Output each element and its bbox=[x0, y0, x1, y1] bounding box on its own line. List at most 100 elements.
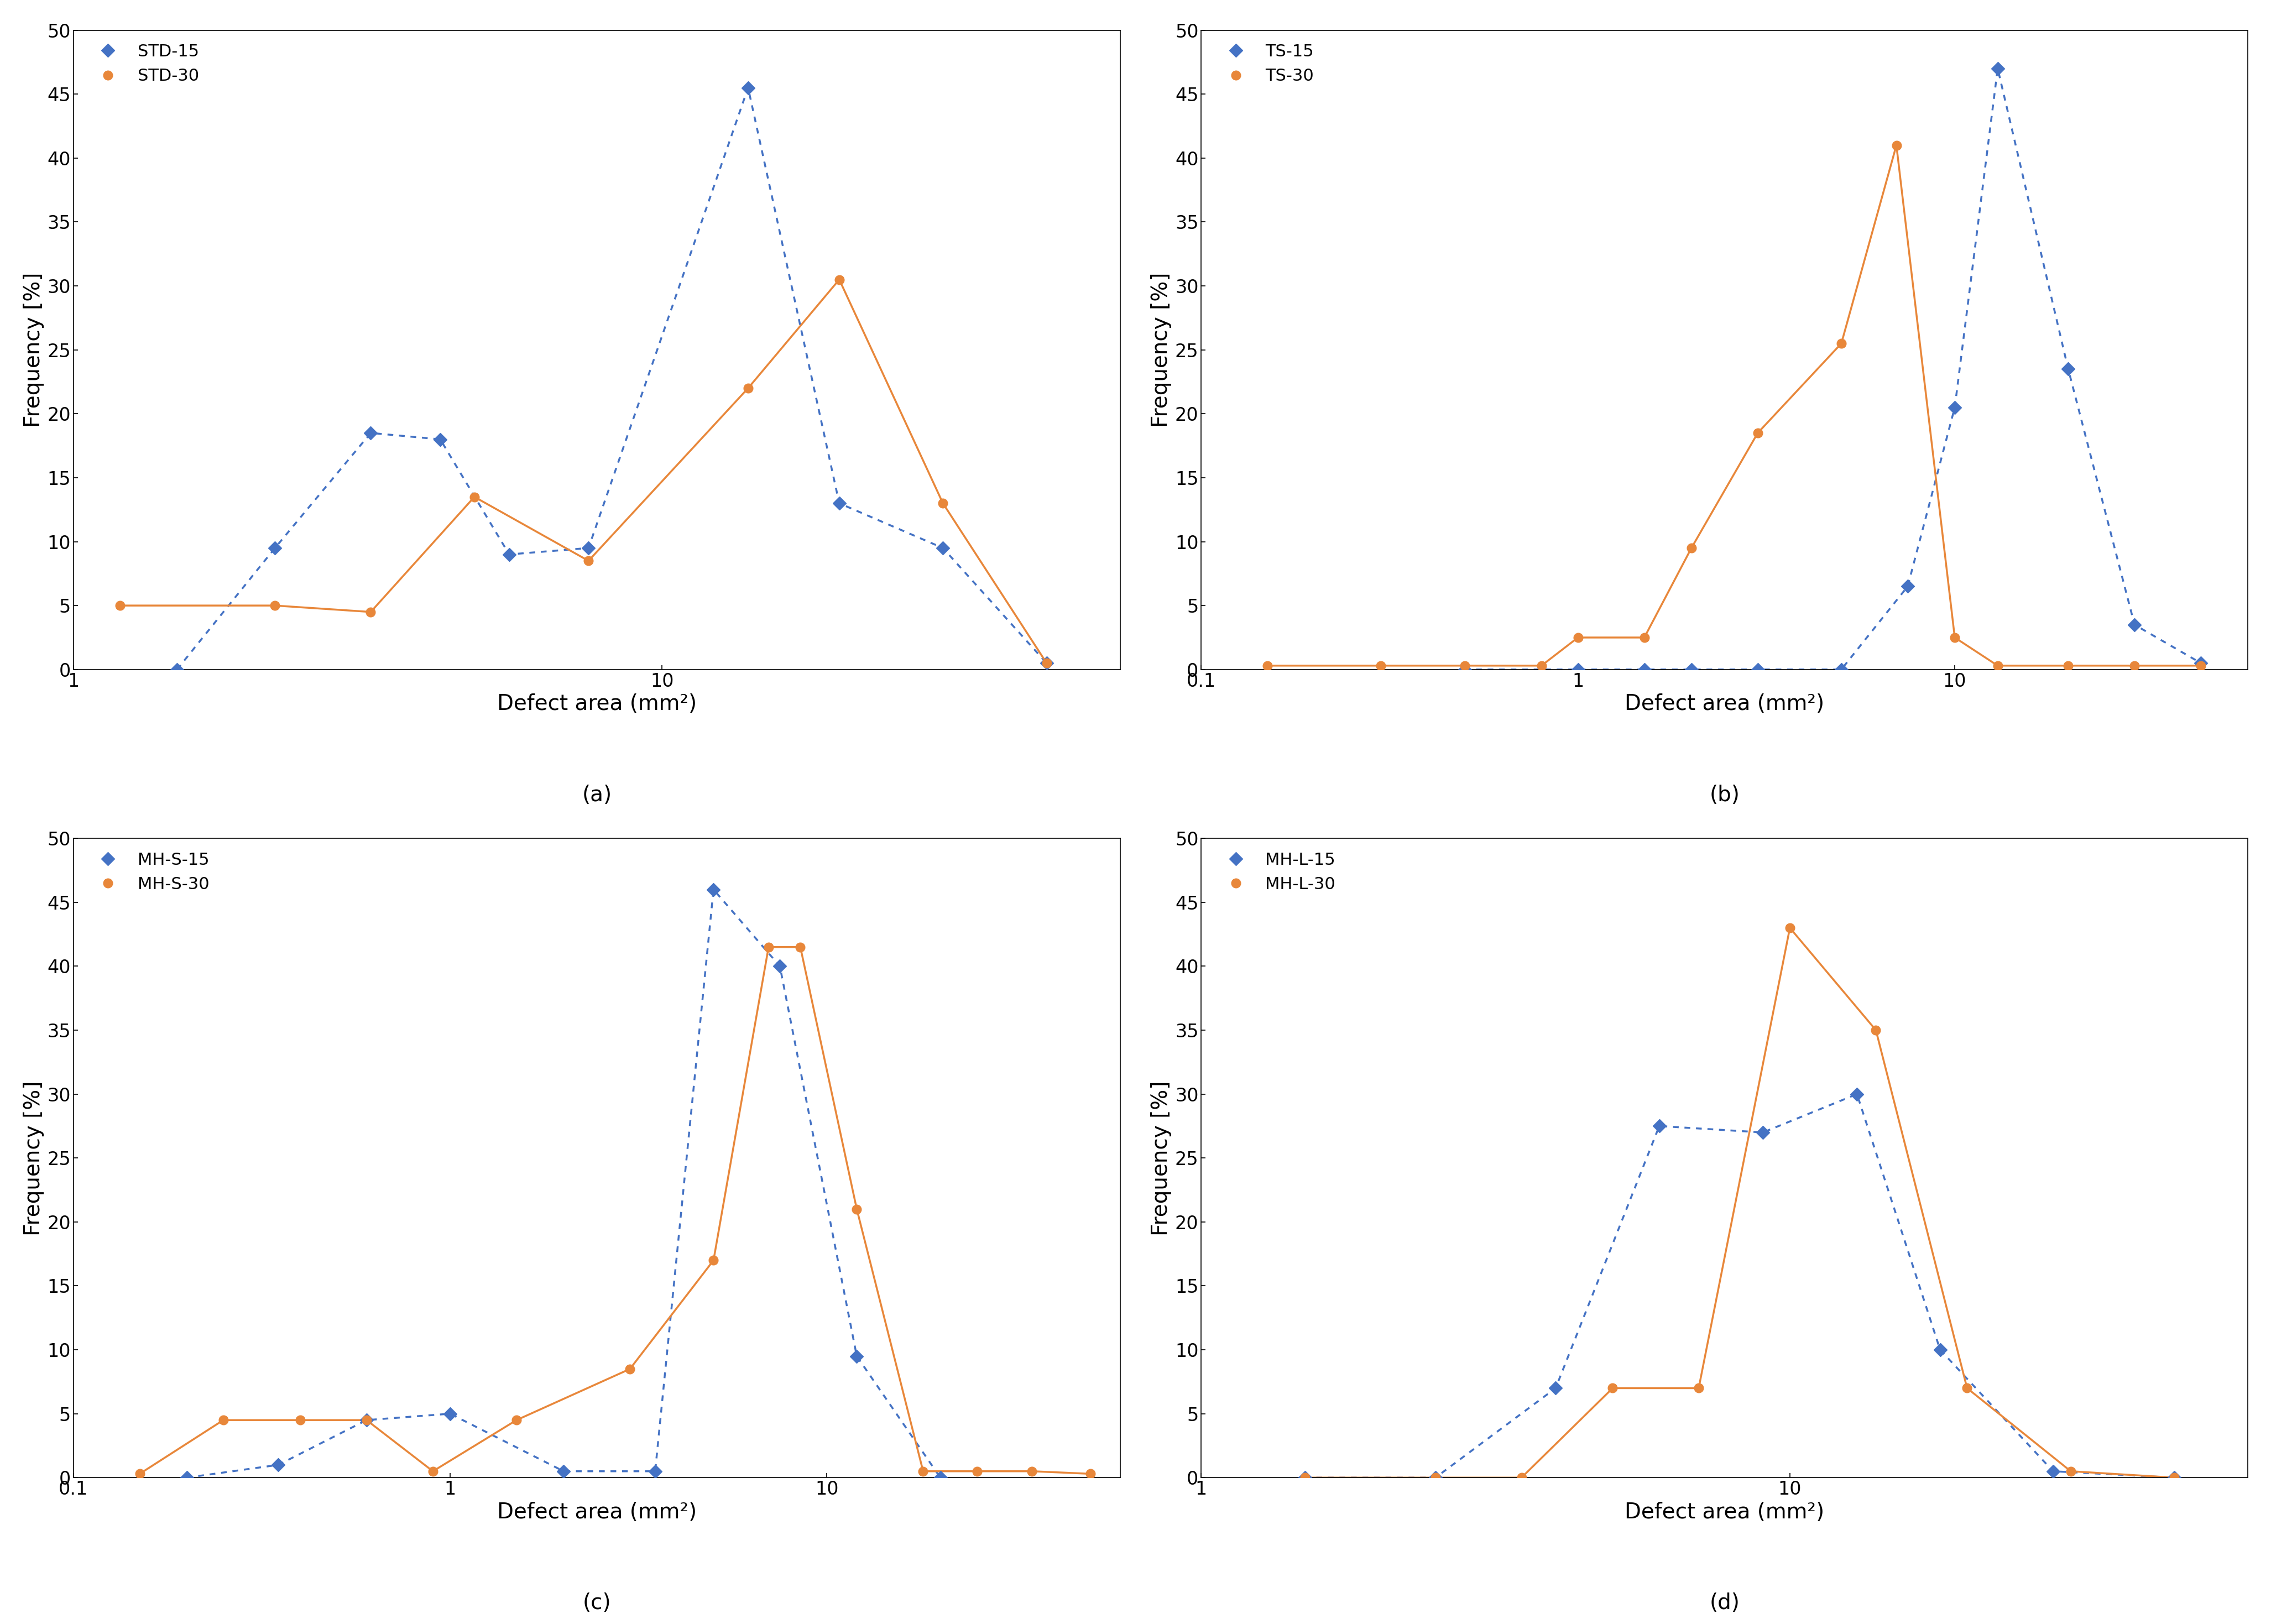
STD-30 bbox=[1033, 653, 1061, 672]
MH-L-30 bbox=[1422, 1468, 1449, 1488]
STD-15 bbox=[357, 424, 384, 443]
MH-L-30 bbox=[1508, 1468, 1535, 1488]
STD-30 bbox=[461, 487, 488, 507]
TS-15 bbox=[1828, 659, 1855, 679]
STD-30 bbox=[827, 270, 854, 289]
STD-15 bbox=[164, 659, 191, 679]
TS-15 bbox=[2121, 615, 2148, 635]
MH-L-15 bbox=[2039, 1462, 2067, 1481]
TS-15 bbox=[1985, 58, 2012, 78]
STD-15 bbox=[575, 538, 602, 557]
TS-15 bbox=[2055, 359, 2083, 378]
MH-S-30 bbox=[420, 1462, 447, 1481]
MH-S-30 bbox=[963, 1462, 990, 1481]
TS-15 bbox=[1631, 659, 1658, 679]
MH-L-15 bbox=[1749, 1122, 1776, 1142]
MH-S-15 bbox=[927, 1468, 954, 1488]
MH-S-15 bbox=[173, 1468, 200, 1488]
Text: (a): (a) bbox=[581, 784, 611, 806]
MH-L-30 bbox=[1292, 1468, 1319, 1488]
MH-S-15 bbox=[352, 1410, 379, 1429]
MH-L-15 bbox=[1292, 1468, 1319, 1488]
TS-15 bbox=[1678, 659, 1706, 679]
MH-S-30 bbox=[908, 1462, 936, 1481]
MH-S-15 bbox=[765, 957, 793, 976]
STD-30 bbox=[261, 596, 288, 615]
STD-30 bbox=[107, 596, 134, 615]
TS-15 bbox=[1942, 398, 1969, 417]
MH-S-30 bbox=[843, 1200, 870, 1220]
MH-S-30 bbox=[1076, 1465, 1104, 1484]
TS-30 bbox=[1883, 135, 1910, 154]
MH-S-15 bbox=[699, 880, 727, 900]
STD-15 bbox=[734, 78, 761, 97]
MH-S-30 bbox=[1017, 1462, 1045, 1481]
TS-30 bbox=[1744, 424, 1771, 443]
TS-30 bbox=[1254, 656, 1281, 676]
MH-L-15 bbox=[1646, 1116, 1674, 1135]
X-axis label: Defect area (mm²): Defect area (mm²) bbox=[497, 1502, 697, 1523]
TS-30 bbox=[2187, 656, 2214, 676]
TS-30 bbox=[2121, 656, 2148, 676]
TS-15 bbox=[1744, 659, 1771, 679]
TS-30 bbox=[1942, 628, 1969, 648]
MH-S-30 bbox=[352, 1410, 379, 1429]
X-axis label: Defect area (mm²): Defect area (mm²) bbox=[1624, 693, 1824, 715]
TS-30 bbox=[1631, 628, 1658, 648]
Legend: MH-L-15, MH-L-30: MH-L-15, MH-L-30 bbox=[1210, 846, 1340, 898]
Legend: STD-15, STD-30: STD-15, STD-30 bbox=[82, 39, 204, 89]
TS-15 bbox=[1451, 659, 1478, 679]
MH-L-15 bbox=[1844, 1085, 1871, 1104]
MH-L-15 bbox=[1422, 1468, 1449, 1488]
Y-axis label: Frequency [%]: Frequency [%] bbox=[1151, 273, 1172, 427]
TS-15 bbox=[1565, 659, 1592, 679]
MH-S-15 bbox=[843, 1346, 870, 1366]
TS-30 bbox=[2055, 656, 2083, 676]
TS-30 bbox=[1678, 538, 1706, 557]
MH-S-30 bbox=[209, 1410, 236, 1429]
Line: TS-15: TS-15 bbox=[1460, 63, 2205, 674]
Legend: TS-15, TS-30: TS-15, TS-30 bbox=[1210, 39, 1319, 89]
MH-S-15 bbox=[266, 1455, 293, 1475]
TS-30 bbox=[1828, 333, 1855, 352]
X-axis label: Defect area (mm²): Defect area (mm²) bbox=[497, 693, 697, 715]
STD-30 bbox=[929, 494, 956, 513]
MH-S-30 bbox=[127, 1465, 154, 1484]
MH-L-30 bbox=[1862, 1020, 1889, 1039]
MH-L-30 bbox=[1599, 1379, 1626, 1398]
Y-axis label: Frequency [%]: Frequency [%] bbox=[23, 1080, 43, 1236]
STD-15 bbox=[495, 544, 522, 564]
MH-L-15 bbox=[1926, 1340, 1953, 1359]
STD-15 bbox=[427, 430, 454, 450]
Line: STD-30: STD-30 bbox=[116, 274, 1051, 667]
Line: TS-30: TS-30 bbox=[1263, 141, 2205, 671]
Line: MH-L-15: MH-L-15 bbox=[1301, 1090, 2178, 1483]
TS-30 bbox=[1528, 656, 1556, 676]
Text: (b): (b) bbox=[1710, 784, 1740, 806]
MH-L-15 bbox=[2160, 1468, 2187, 1488]
Text: (c): (c) bbox=[581, 1593, 611, 1614]
MH-L-30 bbox=[1776, 918, 1803, 937]
TS-30 bbox=[1565, 628, 1592, 648]
Text: (d): (d) bbox=[1710, 1593, 1740, 1614]
Legend: MH-S-15, MH-S-30: MH-S-15, MH-S-30 bbox=[82, 846, 213, 898]
MH-S-30 bbox=[786, 937, 813, 957]
STD-30 bbox=[734, 378, 761, 398]
TS-30 bbox=[1451, 656, 1478, 676]
MH-S-30 bbox=[615, 1359, 643, 1379]
MH-S-15 bbox=[436, 1405, 463, 1424]
Line: MH-S-15: MH-S-15 bbox=[182, 885, 945, 1483]
MH-S-30 bbox=[286, 1410, 313, 1429]
MH-S-15 bbox=[550, 1462, 577, 1481]
MH-S-15 bbox=[640, 1462, 668, 1481]
STD-15 bbox=[827, 494, 854, 513]
MH-L-15 bbox=[1542, 1379, 1569, 1398]
STD-15 bbox=[929, 538, 956, 557]
MH-S-30 bbox=[754, 937, 781, 957]
STD-15 bbox=[1033, 653, 1061, 672]
TS-30 bbox=[1985, 656, 2012, 676]
TS-15 bbox=[1894, 577, 1921, 596]
Line: MH-S-30: MH-S-30 bbox=[134, 942, 1095, 1478]
MH-S-30 bbox=[699, 1250, 727, 1270]
Y-axis label: Frequency [%]: Frequency [%] bbox=[1151, 1080, 1172, 1236]
